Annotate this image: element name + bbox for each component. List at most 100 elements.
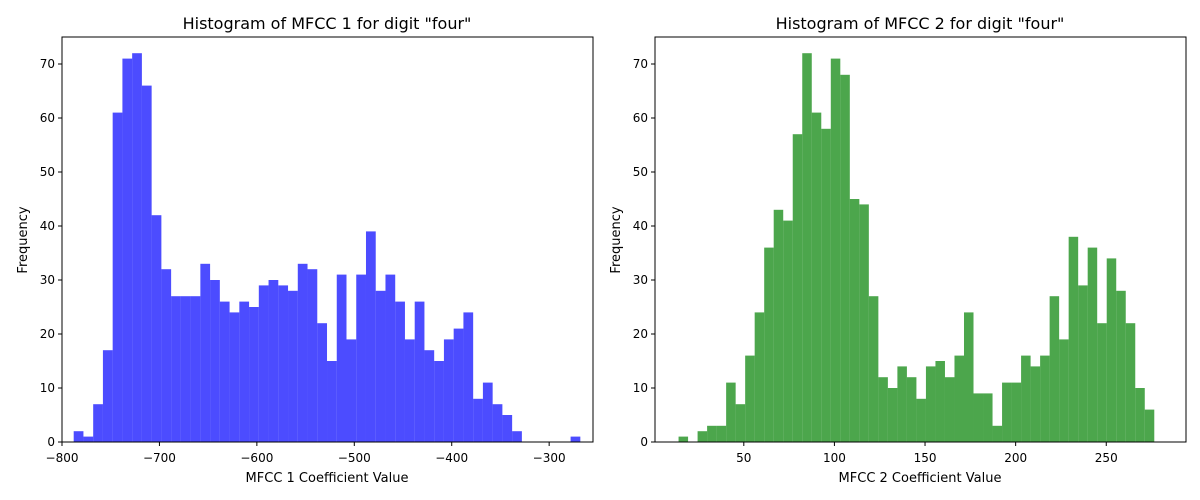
y-tick-label: 10: [633, 381, 648, 395]
histogram-bar: [132, 53, 142, 442]
histogram-bar: [219, 301, 230, 442]
histogram-bar: [278, 285, 289, 442]
y-tick-label: 30: [40, 273, 55, 287]
histogram-bar: [317, 323, 328, 442]
histogram-bar: [745, 355, 755, 442]
histogram-bar: [783, 220, 793, 442]
histogram-bar: [916, 398, 926, 442]
histogram-bar: [112, 112, 123, 442]
y-tick-label: 70: [40, 57, 55, 71]
histogram-bar: [849, 199, 860, 442]
histogram-bar: [735, 404, 746, 442]
bars-group: [678, 53, 1155, 443]
histogram-bar: [1144, 409, 1155, 442]
y-tick-label: 20: [633, 327, 648, 341]
histogram-bar: [1125, 323, 1136, 442]
y-tick-label: 60: [633, 111, 648, 125]
x-tick-label: 250: [1095, 451, 1118, 465]
x-tick-label: −600: [240, 451, 273, 465]
histogram-bar: [502, 415, 513, 442]
x-tick-label: 150: [914, 451, 937, 465]
y-tick-label: 10: [40, 381, 55, 395]
chart-title: Histogram of MFCC 2 for digit "four": [776, 14, 1065, 33]
histogram-bar: [992, 425, 1003, 442]
histogram-bar: [754, 312, 765, 442]
histogram-bar: [954, 355, 964, 442]
histogram-bar: [102, 350, 113, 442]
y-axis-label: Frequency: [16, 206, 31, 273]
histogram-bar: [346, 339, 357, 442]
ticks-group: 50 100 150 200 250 0 10 20 30 40 50 60 70: [633, 57, 1118, 465]
histogram-bar: [1059, 339, 1069, 442]
histogram-bar: [297, 263, 308, 442]
x-tick-label: 100: [823, 451, 846, 465]
axes-frame: [61, 36, 594, 443]
histogram-bar: [764, 247, 774, 442]
histogram-bar: [122, 58, 133, 442]
histogram-bar: [570, 436, 581, 442]
histogram-bar: [821, 128, 831, 443]
histogram-bar: [492, 404, 503, 442]
histogram-bar: [443, 339, 454, 442]
histogram-bar: [239, 301, 250, 442]
histogram-bar: [307, 269, 318, 442]
histogram-bar: [434, 361, 444, 442]
y-tick-label: 40: [40, 219, 55, 233]
y-tick-label: 50: [633, 165, 648, 179]
histogram-bar: [453, 328, 464, 442]
histogram-bar: [210, 280, 220, 442]
histogram-bar: [258, 285, 269, 442]
histogram-bar: [171, 296, 181, 442]
histogram-bar: [375, 290, 386, 442]
histogram-bar: [1135, 388, 1145, 442]
histogram-bar: [356, 274, 366, 442]
histogram-bar: [963, 312, 974, 442]
histogram-bar: [414, 301, 425, 442]
y-tick-label: 30: [633, 273, 648, 287]
histogram-bar: [678, 436, 689, 442]
histogram-bar: [707, 425, 717, 442]
histogram-bar: [385, 274, 396, 442]
histogram-bar: [868, 296, 879, 442]
histogram-bar: [897, 366, 907, 442]
mfcc1-histogram-panel: Histogram of MFCC 1 for digit "four" −80…: [16, 14, 594, 486]
y-tick-label: 70: [633, 57, 648, 71]
histogram-bar: [268, 280, 279, 442]
y-tick-label: 40: [633, 219, 648, 233]
histogram-bar: [482, 382, 493, 442]
histogram-bar: [1030, 366, 1041, 442]
histogram-bar: [404, 339, 415, 442]
mfcc2-histogram-panel: Histogram of MFCC 2 for digit "four" 50 1…: [609, 14, 1187, 486]
histogram-bar: [1049, 296, 1060, 442]
histogram-bar: [840, 74, 850, 443]
histogram-bar: [1106, 258, 1117, 442]
histogram-bar: [726, 382, 736, 442]
histogram-bar: [1087, 247, 1098, 442]
histogram-bar: [887, 388, 898, 442]
y-tick-label: 60: [40, 111, 55, 125]
y-tick-label: 50: [40, 165, 55, 179]
bars-group: [73, 53, 581, 442]
histogram-bar: [859, 204, 869, 442]
histogram-bar: [473, 398, 483, 442]
x-tick-label: −700: [143, 451, 176, 465]
chart-title: Histogram of MFCC 1 for digit "four": [183, 14, 472, 33]
histogram-bar: [229, 312, 240, 442]
y-tick-label: 0: [47, 435, 55, 449]
axes-frame: [654, 36, 1187, 443]
histogram-bar: [141, 85, 152, 442]
histogram-bar: [792, 134, 803, 442]
x-axis-label: MFCC 2 Coefficient Value: [839, 471, 1002, 486]
x-tick-label: 50: [736, 451, 751, 465]
histogram-bar: [151, 215, 162, 442]
histogram-bar: [716, 425, 727, 442]
histogram-bar: [83, 436, 94, 442]
x-tick-label: −500: [338, 451, 371, 465]
histogram-bar: [288, 290, 298, 442]
histogram-bar: [424, 350, 435, 442]
x-tick-label: −400: [435, 451, 468, 465]
histogram-bar: [463, 312, 474, 442]
histogram-bar: [190, 296, 201, 442]
histogram-bar: [1011, 382, 1022, 442]
